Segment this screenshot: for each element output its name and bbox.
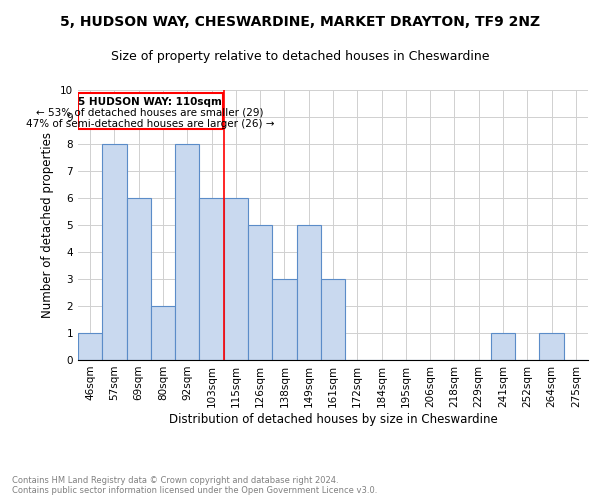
Text: 5 HUDSON WAY: 110sqm: 5 HUDSON WAY: 110sqm <box>79 97 222 107</box>
FancyBboxPatch shape <box>78 92 223 129</box>
Text: 5, HUDSON WAY, CHESWARDINE, MARKET DRAYTON, TF9 2NZ: 5, HUDSON WAY, CHESWARDINE, MARKET DRAYT… <box>60 15 540 29</box>
Bar <box>127 198 151 360</box>
Bar <box>296 225 321 360</box>
Bar <box>224 198 248 360</box>
Bar <box>272 279 296 360</box>
Text: 47% of semi-detached houses are larger (26) →: 47% of semi-detached houses are larger (… <box>26 118 275 128</box>
Bar <box>491 333 515 360</box>
Y-axis label: Number of detached properties: Number of detached properties <box>41 132 55 318</box>
Bar <box>199 198 224 360</box>
Bar <box>151 306 175 360</box>
Bar <box>248 225 272 360</box>
Bar <box>539 333 564 360</box>
Text: Contains HM Land Registry data © Crown copyright and database right 2024.
Contai: Contains HM Land Registry data © Crown c… <box>12 476 377 495</box>
X-axis label: Distribution of detached houses by size in Cheswardine: Distribution of detached houses by size … <box>169 412 497 426</box>
Text: ← 53% of detached houses are smaller (29): ← 53% of detached houses are smaller (29… <box>37 108 264 118</box>
Bar <box>321 279 345 360</box>
Bar <box>175 144 199 360</box>
Bar <box>78 333 102 360</box>
Text: Size of property relative to detached houses in Cheswardine: Size of property relative to detached ho… <box>111 50 489 63</box>
Bar <box>102 144 127 360</box>
